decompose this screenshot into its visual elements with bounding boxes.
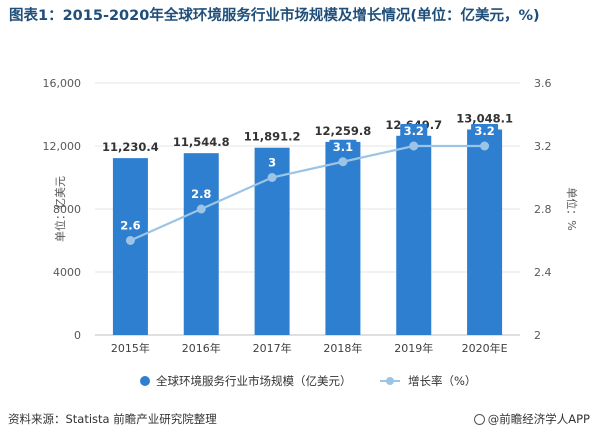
bar-value-label: 12,259.8	[315, 124, 372, 138]
brand-credit: @前瞻经济学人APP	[473, 411, 590, 427]
growth-point	[196, 204, 206, 214]
y-tick-label: 12,000	[43, 140, 82, 153]
growth-value-label: 2.6	[120, 219, 140, 233]
bar	[183, 153, 219, 335]
y-tick-label: 0	[74, 329, 81, 342]
bar-value-label: 13,048.1	[456, 111, 513, 125]
growth-label-bg	[329, 139, 357, 154]
brand-text: @前瞻经济学人APP	[487, 412, 590, 426]
growth-point	[338, 157, 348, 167]
x-tick-label: 2016年	[182, 341, 221, 355]
source-note: 资料来源：Statista 前瞻产业研究院整理	[8, 412, 217, 426]
growth-point	[125, 236, 135, 245]
y2-tick-label: 3.6	[534, 77, 552, 90]
y2-tick-label: 2	[534, 329, 541, 342]
growth-label-bg	[116, 218, 144, 233]
growth-label-bg	[187, 187, 215, 201]
y-tick-label: 8000	[53, 203, 81, 216]
legend-bar-marker	[140, 376, 150, 386]
x-tick-label: 2015年	[111, 341, 150, 355]
bar	[467, 129, 503, 335]
legend-line-dot	[386, 377, 394, 385]
y-axis-title: 单位：亿美元	[53, 176, 67, 242]
y2-axis-title: 单位：%	[565, 187, 579, 230]
bar	[325, 141, 361, 335]
brand-logo-icon	[473, 414, 485, 425]
growth-point	[480, 141, 490, 151]
growth-line	[129, 144, 485, 242]
y-tick-label: 4000	[53, 266, 81, 279]
x-tick-label: 2019年	[394, 341, 433, 355]
bar	[112, 158, 148, 335]
bar-value-label: 11,230.4	[102, 140, 159, 154]
bar-value-label: 11,891.2	[244, 130, 301, 144]
growth-point	[267, 173, 277, 182]
growth-value-label: 3.2	[404, 124, 424, 138]
growth-label-bg	[471, 124, 499, 138]
legend-line-label: 增长率（%）	[408, 374, 476, 388]
y2-tick-label: 2.4	[534, 266, 552, 279]
y2-tick-label: 2.8	[534, 203, 552, 216]
y-tick-label: 16,000	[43, 77, 82, 90]
y2-tick-label: 3.2	[534, 140, 552, 153]
chart-title: 图表1：2015-2020年全球环境服务行业市场规模及增长情况(单位：亿美元，%…	[9, 8, 540, 24]
growth-value-label: 2.8	[191, 187, 211, 201]
bar-value-label: 11,544.8	[173, 135, 230, 149]
bar	[396, 135, 432, 335]
x-tick-label: 2020年E	[462, 341, 508, 355]
legend-bar-label: 全球环境服务行业市场规模（亿美元）	[156, 374, 352, 388]
x-tick-label: 2017年	[253, 341, 292, 355]
growth-value-label: 3	[268, 156, 276, 170]
growth-label-bg	[265, 155, 279, 170]
growth-label-bg	[400, 124, 428, 138]
growth-value-label: 3.2	[474, 124, 494, 138]
growth-point	[409, 141, 419, 151]
growth-value-label: 3.1	[333, 140, 353, 154]
x-tick-label: 2018年	[323, 341, 362, 355]
